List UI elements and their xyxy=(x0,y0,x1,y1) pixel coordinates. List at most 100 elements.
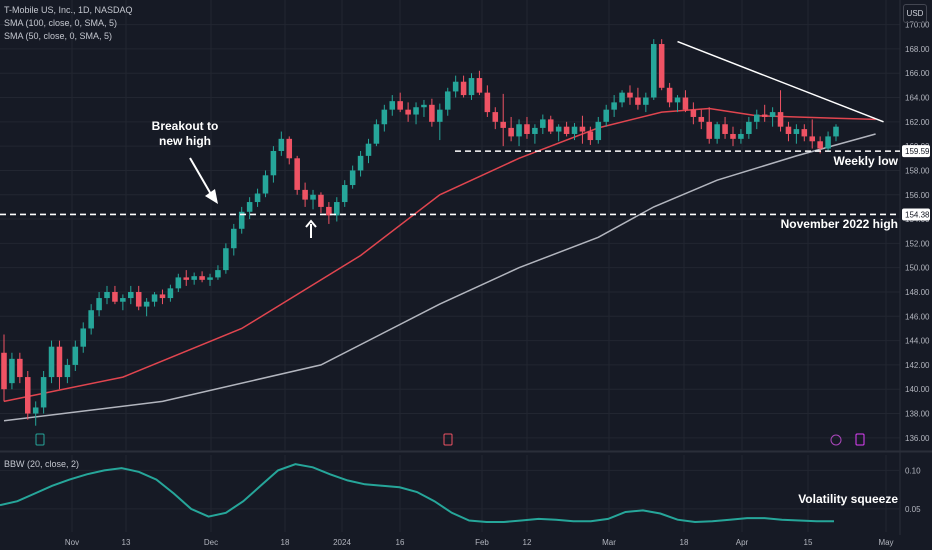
candle xyxy=(302,182,308,207)
candle-body xyxy=(318,194,324,207)
candle xyxy=(468,73,475,100)
candle xyxy=(231,223,237,256)
candle-body xyxy=(270,150,277,176)
candle xyxy=(246,197,253,220)
candle xyxy=(72,340,79,371)
candle xyxy=(413,102,419,125)
time-tick-label: 13 xyxy=(122,538,131,547)
price-axis[interactable]: 136.00 138.00 140.00 142.00 144.00 146.00 148.… xyxy=(902,21,930,443)
candle-body xyxy=(429,104,435,122)
candle xyxy=(365,138,372,164)
candle xyxy=(40,370,47,414)
nov-high-label: November 2022 high xyxy=(781,217,898,231)
candle xyxy=(674,95,681,113)
candle xyxy=(540,114,546,134)
event-icon xyxy=(35,433,45,446)
candle-body xyxy=(437,109,443,122)
candle-body xyxy=(80,328,87,347)
candle-body xyxy=(666,87,673,103)
candle-body xyxy=(801,129,808,137)
candle xyxy=(484,85,491,117)
candle xyxy=(516,119,522,147)
candle-body xyxy=(349,170,356,186)
candle-body xyxy=(524,124,530,134)
price-badge xyxy=(902,145,930,158)
candle xyxy=(88,304,94,335)
candle xyxy=(777,90,784,132)
time-tick-label: Apr xyxy=(736,538,749,547)
event-icon xyxy=(855,433,865,446)
candle-body xyxy=(302,189,308,200)
weekly-low-label: Weekly low xyxy=(834,154,899,168)
candle xyxy=(397,92,403,113)
candle-body xyxy=(460,81,467,96)
resistance-trendline xyxy=(677,40,884,123)
candle xyxy=(167,284,174,302)
candle-body xyxy=(381,109,388,125)
candle xyxy=(104,285,110,305)
bbw-pane[interactable]: 0.10 0.05 Volatility squeeze xyxy=(0,463,921,524)
candle xyxy=(32,401,39,426)
candle-body xyxy=(326,206,332,216)
price-badge-label: 154.38 xyxy=(905,210,930,219)
breakout-label-line2: new high xyxy=(159,134,211,148)
candle xyxy=(64,358,71,384)
candle-body xyxy=(690,109,697,117)
time-tick-label: 18 xyxy=(281,538,290,547)
candle-body xyxy=(96,298,102,311)
candle xyxy=(207,273,213,286)
candle xyxy=(611,95,617,117)
candle xyxy=(444,87,451,116)
candle-body xyxy=(159,294,166,299)
candle xyxy=(96,291,102,317)
candle-body xyxy=(1,352,7,390)
candle xyxy=(270,146,277,183)
candle-body xyxy=(294,158,300,190)
candle-body xyxy=(698,116,705,122)
candle-body xyxy=(611,102,617,110)
time-tick-label: Dec xyxy=(204,538,218,547)
candle-body xyxy=(254,193,261,203)
price-tick-label: 138.00 xyxy=(905,410,930,419)
candle-body xyxy=(738,133,744,139)
candle xyxy=(682,90,689,113)
candle xyxy=(349,165,356,189)
time-tick-label: 12 xyxy=(523,538,532,547)
currency-badge[interactable]: USD xyxy=(903,4,927,23)
candle xyxy=(595,116,602,144)
candle xyxy=(698,109,705,130)
candle-body xyxy=(650,44,657,98)
candle-body xyxy=(128,291,134,299)
candle-body xyxy=(143,301,150,307)
candle-body xyxy=(104,291,110,299)
candle xyxy=(460,75,467,98)
candle xyxy=(128,285,134,305)
candle xyxy=(666,82,673,108)
candle xyxy=(555,124,562,142)
candle xyxy=(191,272,197,285)
candle-body xyxy=(627,92,633,98)
candle-body xyxy=(278,138,285,151)
candle xyxy=(437,103,443,141)
candle-body xyxy=(262,175,269,194)
time-axis[interactable]: Nov 13 Dec 18 2024 16 Feb 12 Mar 18 Apr 15 May xyxy=(65,538,894,547)
candle-body xyxy=(286,138,293,159)
candle-body xyxy=(825,136,831,149)
candle-body xyxy=(547,119,554,132)
candle xyxy=(452,75,459,98)
candle-body xyxy=(40,377,47,408)
price-tick-label: 166.00 xyxy=(905,69,930,78)
candle xyxy=(643,92,649,113)
candle xyxy=(730,126,736,147)
event-icon xyxy=(443,433,453,446)
candle xyxy=(318,192,324,213)
candle xyxy=(833,124,839,142)
candle-body xyxy=(444,91,451,110)
candle-body xyxy=(508,127,514,137)
price-badge xyxy=(902,208,930,221)
candle-body xyxy=(373,124,380,144)
candle xyxy=(159,289,166,305)
candle xyxy=(658,39,665,91)
sma50-legend: SMA (50, close, 0, SMA, 5) xyxy=(4,31,113,41)
